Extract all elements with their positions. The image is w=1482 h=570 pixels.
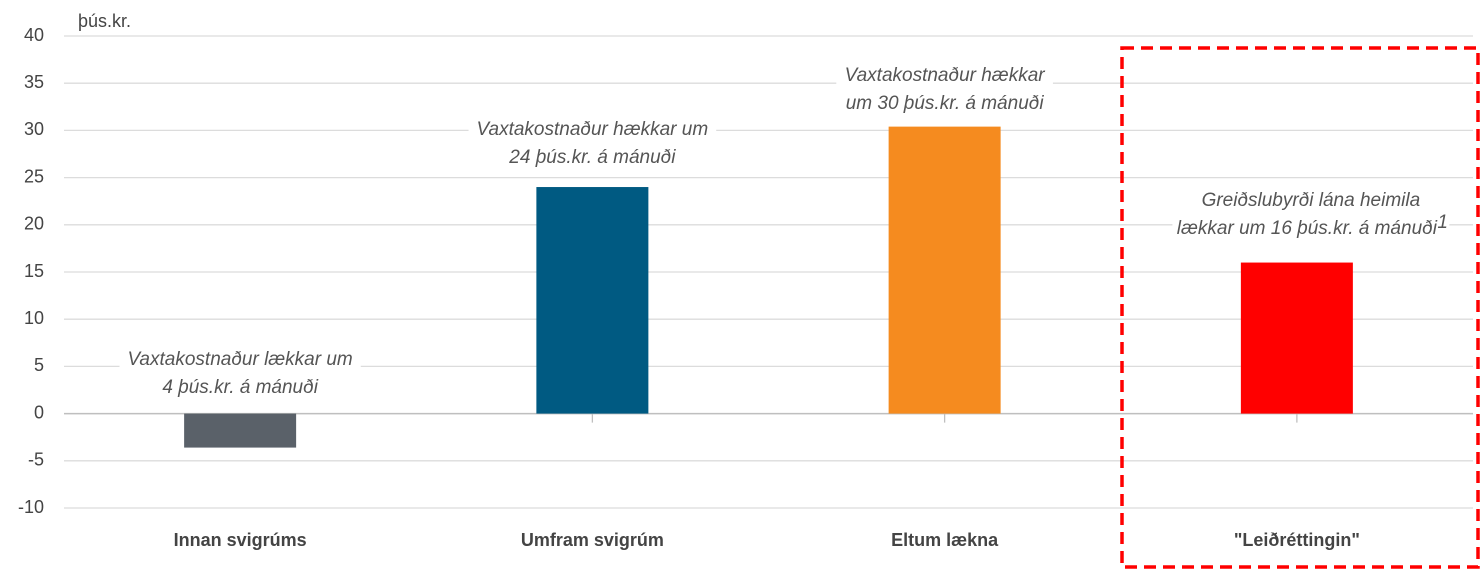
bar xyxy=(536,187,649,414)
annotation-line: 4 þús.kr. á mánuði xyxy=(162,377,318,398)
y-tick-label: 25 xyxy=(24,166,44,186)
x-tick-label: Innan svigrúms xyxy=(174,530,307,550)
y-tick-label: 40 xyxy=(24,25,44,45)
annotation-bg xyxy=(119,345,361,405)
y-tick-label: 20 xyxy=(24,214,44,234)
y-tick-label: -10 xyxy=(18,497,44,517)
annotation-bg xyxy=(468,115,717,175)
bar xyxy=(888,126,1001,414)
y-tick-label: 30 xyxy=(24,119,44,139)
annotation-line: 24 þús.kr. á mánuði xyxy=(508,147,676,168)
y-tick-label: 15 xyxy=(24,261,44,281)
bar xyxy=(1240,262,1353,414)
unit-label: þús.kr. xyxy=(78,11,131,31)
annotation-line: lækkar um 16 þús.kr. á mánuði xyxy=(1177,218,1438,239)
annotation: Vaxtakostnaður hækkar um 24 þús.kr. á mán… xyxy=(468,115,717,175)
annotation: Vaxtakostnaður lækkar um 4 þús.kr. á mánu… xyxy=(119,345,361,405)
annotation-line: Greiðslubyrði lána heimila xyxy=(1202,190,1421,211)
x-tick-label: Eltum lækna xyxy=(891,530,999,550)
annotation: Vaxtakostnaður hækkar um 30 þús.kr. á mán… xyxy=(836,61,1053,121)
footnote-mark: 1 xyxy=(1437,212,1448,233)
y-tick-label: 0 xyxy=(34,402,44,422)
y-tick-label: 10 xyxy=(24,308,44,328)
bar xyxy=(184,413,297,448)
annotation-line: Vaxtakostnaður hækkar xyxy=(845,65,1046,86)
y-tick-label: 35 xyxy=(24,72,44,92)
highlight-box xyxy=(1120,46,1480,569)
annotation-line: Vaxtakostnaður lækkar um xyxy=(127,349,352,370)
y-tick-label: 5 xyxy=(34,355,44,375)
y-tick-label: -5 xyxy=(28,450,44,470)
x-tick-label: Umfram svigrúm xyxy=(521,530,664,550)
annotation-bg xyxy=(1172,186,1450,246)
annotation-bg xyxy=(836,61,1053,121)
annotation: Greiðslubyrði lána heimila lækkar um 16 þ… xyxy=(1172,186,1450,246)
annotation-line: um 30 þús.kr. á mánuði xyxy=(846,93,1045,114)
annotation-line: Vaxtakostnaður hækkar um xyxy=(477,119,709,140)
x-tick-label: "Leiðréttingin" xyxy=(1234,530,1360,550)
